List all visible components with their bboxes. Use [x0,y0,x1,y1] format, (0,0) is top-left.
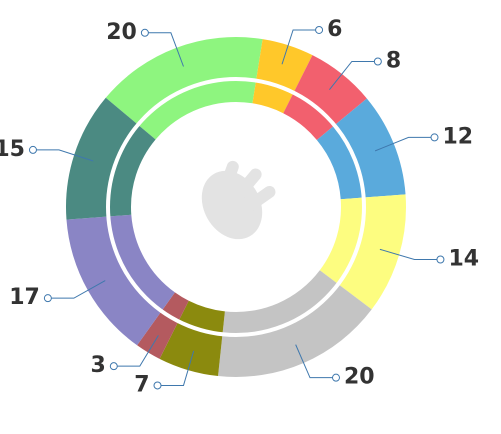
leader-line [329,60,378,90]
leader-line [144,32,184,67]
leader-dot [140,28,149,37]
data-label: 7 [134,372,149,397]
data-label: 6 [327,17,342,42]
leader-dot [109,362,118,371]
donut-segment [66,214,175,346]
data-label: 20 [106,20,137,45]
leader-dot [331,373,340,382]
leader-line [47,280,106,299]
donut-segment [252,39,313,114]
data-label: 15 [0,137,25,162]
inner-ring [106,77,366,337]
leader-line [157,350,195,386]
donut-segment [137,292,189,359]
leader-line [374,136,435,152]
leader-dot [315,25,324,34]
leader-line [113,335,159,367]
leader-dot [153,381,162,390]
leader-dot [373,57,382,66]
leader-line [379,248,441,260]
data-label: 12 [442,124,473,149]
leader-dot [28,145,37,154]
donut-segment [316,98,406,200]
center-icon [201,160,276,240]
leader-dot [430,133,439,142]
donut-segment [283,55,367,140]
leader-line [281,29,320,65]
leader-line [295,344,336,379]
donut-segment [218,270,372,378]
data-label: 17 [9,285,40,310]
donut-segment [159,300,225,377]
leader-line [32,149,94,162]
leader-dot [436,255,445,264]
leader-dot [43,294,52,303]
data-label: 20 [344,365,375,390]
data-label: 8 [386,48,401,73]
data-label: 14 [448,246,479,271]
data-label: 3 [90,353,105,378]
